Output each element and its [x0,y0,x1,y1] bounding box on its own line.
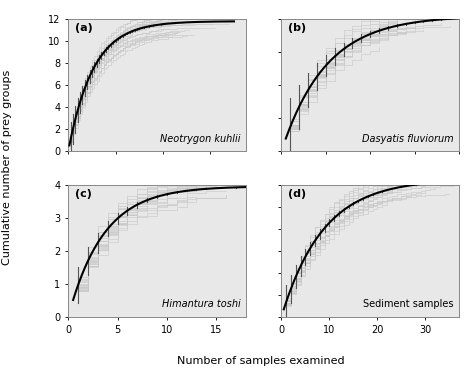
Text: Cumulative number of prey groups: Cumulative number of prey groups [2,70,12,265]
Text: (d): (d) [289,189,307,199]
Text: Himantura toshi: Himantura toshi [162,299,240,309]
Text: (b): (b) [289,23,307,33]
Text: (a): (a) [75,23,93,33]
Text: Sediment samples: Sediment samples [363,299,454,309]
Text: (c): (c) [75,189,92,199]
Text: Neotrygon kuhlii: Neotrygon kuhlii [160,134,240,144]
Text: Dasyatis fluviorum: Dasyatis fluviorum [362,134,454,144]
Text: Number of samples examined: Number of samples examined [177,356,345,366]
